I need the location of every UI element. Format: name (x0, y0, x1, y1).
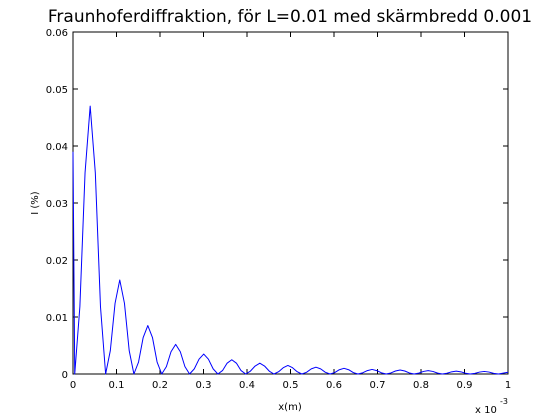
x-tick-label: 0 (70, 380, 76, 391)
y-tick-label: 0.04 (46, 142, 68, 153)
y-tick-label: 0 (62, 370, 68, 381)
x-axis-label: x(m) (278, 402, 302, 413)
chart-title: Fraunhoferdiffraktion, för L=0.01 med sk… (48, 7, 532, 27)
y-tick-label: 0.02 (46, 256, 68, 267)
x-tick-label: 0.7 (370, 380, 386, 391)
x-tick-label: 0.6 (326, 380, 342, 391)
y-tick-label: 0.06 (46, 28, 68, 39)
x-tick-label: 0.5 (283, 380, 299, 391)
x-multiplier: x 10 (475, 405, 497, 416)
x-tick-label: 0.8 (413, 380, 429, 391)
y-tick-label: 0.03 (46, 199, 68, 210)
x-tick-label: 0.4 (239, 380, 255, 391)
x-tick-label: 0.1 (109, 380, 125, 391)
x-tick-label: 1 (505, 380, 511, 391)
y-tick-label: 0.01 (46, 313, 68, 324)
y-axis-label: I (%) (30, 191, 41, 215)
y-tick-label: 0.05 (46, 85, 68, 96)
x-tick-label: 0.9 (457, 380, 473, 391)
data-line (72, 105, 509, 375)
x-tick-label: 0.2 (152, 380, 168, 391)
x-tick-label: 0.3 (196, 380, 212, 391)
x-multiplier-exponent: -3 (500, 397, 508, 406)
